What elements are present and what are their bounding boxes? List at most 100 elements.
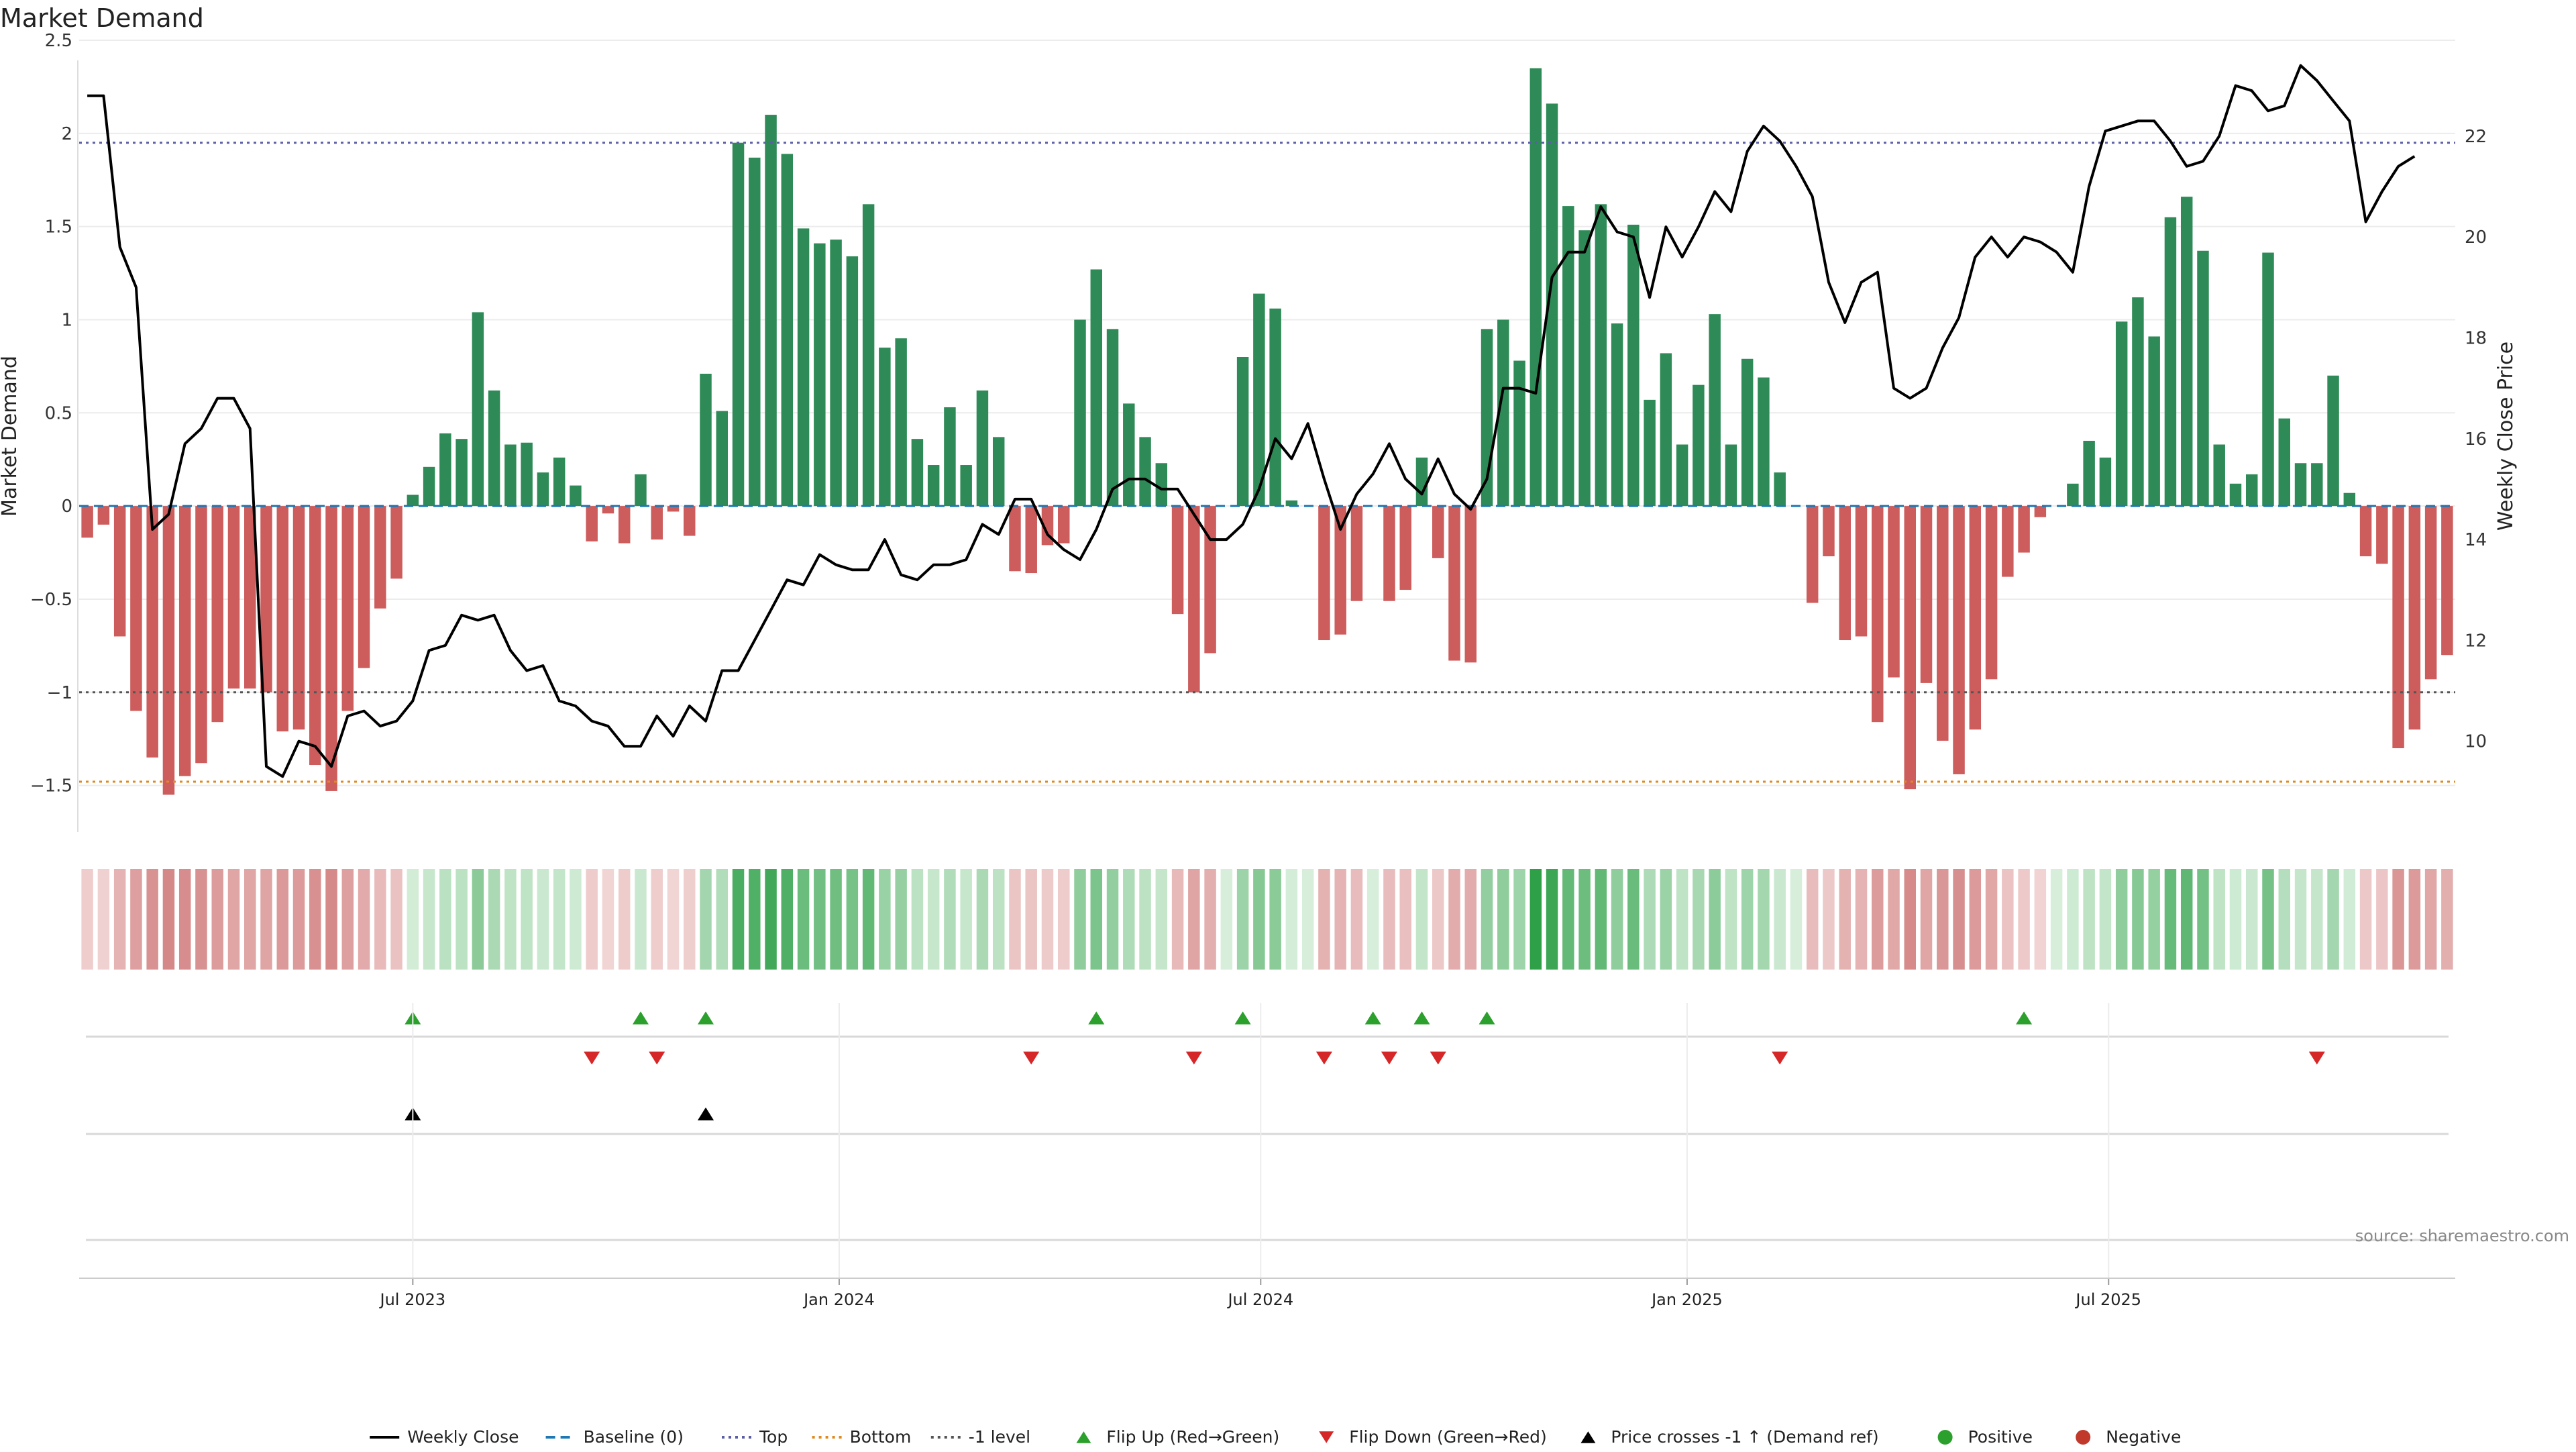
event-markers <box>86 1011 2449 1241</box>
legend-label: Price crosses -1 ↑ (Demand ref) <box>1611 1427 1878 1447</box>
heat-cell <box>537 869 549 970</box>
heat-cell <box>797 869 810 970</box>
heat-cell <box>2376 869 2388 970</box>
heat-cell <box>2294 869 2307 970</box>
demand-bar <box>781 154 794 507</box>
heat-cell <box>2327 869 2339 970</box>
x-tick-label: Jul 2023 <box>378 1290 445 1309</box>
heat-cell <box>1725 869 1737 970</box>
heat-cell <box>2262 869 2274 970</box>
left-tick-label: −1 <box>47 683 72 703</box>
demand-bar <box>570 485 582 507</box>
heat-cell <box>618 869 631 970</box>
demand-bar <box>1872 506 1884 723</box>
heat-cell <box>1399 869 1411 970</box>
demand-bar <box>1399 506 1411 590</box>
demand-bar <box>1334 506 1346 635</box>
demand-bar <box>81 506 93 538</box>
heat-cell <box>2002 869 2014 970</box>
left-tick-label: 2 <box>61 124 72 144</box>
demand-bar <box>1660 353 1672 507</box>
demand-bar <box>2018 506 2030 553</box>
heat-cell <box>1058 869 1070 970</box>
demand-bar <box>1546 103 1558 507</box>
demand-bar <box>927 465 940 507</box>
heat-cell <box>439 869 451 970</box>
heat-cell <box>407 869 419 970</box>
heat-cell <box>814 869 826 970</box>
demand-bar <box>1464 506 1477 663</box>
heat-cell <box>2099 869 2112 970</box>
heat-cell <box>1236 869 1249 970</box>
demand-bar <box>439 433 451 507</box>
heat-cell <box>2197 869 2209 970</box>
heat-cell <box>1937 869 1949 970</box>
heat-cell <box>1464 869 1477 970</box>
heat-cell <box>1611 869 1623 970</box>
heat-cell <box>146 869 158 970</box>
heat-cell <box>130 869 142 970</box>
heat-cell <box>341 869 354 970</box>
demand-bar <box>618 506 631 543</box>
flip-up-marker <box>698 1011 714 1025</box>
demand-bar <box>716 411 729 507</box>
demand-bar <box>2132 297 2144 507</box>
heat-cell <box>1578 869 1591 970</box>
demand-bar <box>1513 360 1525 507</box>
demand-bar <box>1253 293 1265 507</box>
heat-cell <box>1985 869 1998 970</box>
heat-cell <box>911 869 924 970</box>
heat-cell <box>1350 869 1363 970</box>
heat-cell <box>1953 869 1965 970</box>
heat-cell <box>1823 869 1835 970</box>
heat-cell <box>325 869 337 970</box>
demand-bar <box>651 506 663 540</box>
left-tick-label: 2.5 <box>45 31 72 51</box>
demand-bar <box>227 506 240 689</box>
demand-bar <box>1823 506 1835 557</box>
demand-bar <box>1204 506 1216 654</box>
flip-down-marker <box>1185 1051 1202 1065</box>
demand-bar <box>944 407 956 507</box>
legend-item: Bottom <box>812 1427 912 1447</box>
demand-bar <box>1497 319 1509 507</box>
demand-bar <box>211 506 223 723</box>
right-tick-label: 22 <box>2465 127 2487 147</box>
demand-bar <box>1139 437 1151 507</box>
demand-bar <box>195 506 207 764</box>
demand-bar <box>667 506 680 512</box>
demand-bar <box>488 390 500 507</box>
legend-item: Negative <box>2076 1427 2181 1447</box>
reference-lines <box>79 142 2455 783</box>
heat-cell <box>976 869 989 970</box>
heat-cell <box>260 869 272 970</box>
heat-cell <box>1709 869 1721 970</box>
demand-bar <box>1611 323 1623 507</box>
legend-swatch <box>1319 1431 1334 1443</box>
demand-bar <box>537 472 549 507</box>
right-tick-label: 12 <box>2465 631 2487 651</box>
demand-bar <box>1595 204 1607 507</box>
demand-bar <box>635 474 647 507</box>
demand-bar <box>2067 483 2079 507</box>
heat-cell <box>2148 869 2160 970</box>
left-tick-label: 1.5 <box>45 217 72 238</box>
demand-bar <box>1090 269 1103 507</box>
heat-cell <box>1839 869 1851 970</box>
heat-cell <box>97 869 110 970</box>
demand-bar <box>1806 506 1819 603</box>
demand-bar <box>1350 506 1363 601</box>
demand-bar <box>1123 403 1135 507</box>
right-tick-label: 20 <box>2465 227 2487 248</box>
heat-cell <box>2424 869 2437 970</box>
x-tick-label: Jul 2025 <box>2074 1290 2141 1309</box>
legend-item: Baseline (0) <box>545 1427 684 1447</box>
right-axis-label: Weekly Close Price <box>2494 342 2518 531</box>
demand-bar <box>732 142 745 507</box>
heat-cell <box>1318 869 1330 970</box>
legend-label: Bottom <box>850 1427 912 1447</box>
x-tick-label: Jul 2024 <box>1226 1290 1293 1309</box>
heat-cell <box>684 869 696 970</box>
demand-bar <box>895 338 907 507</box>
